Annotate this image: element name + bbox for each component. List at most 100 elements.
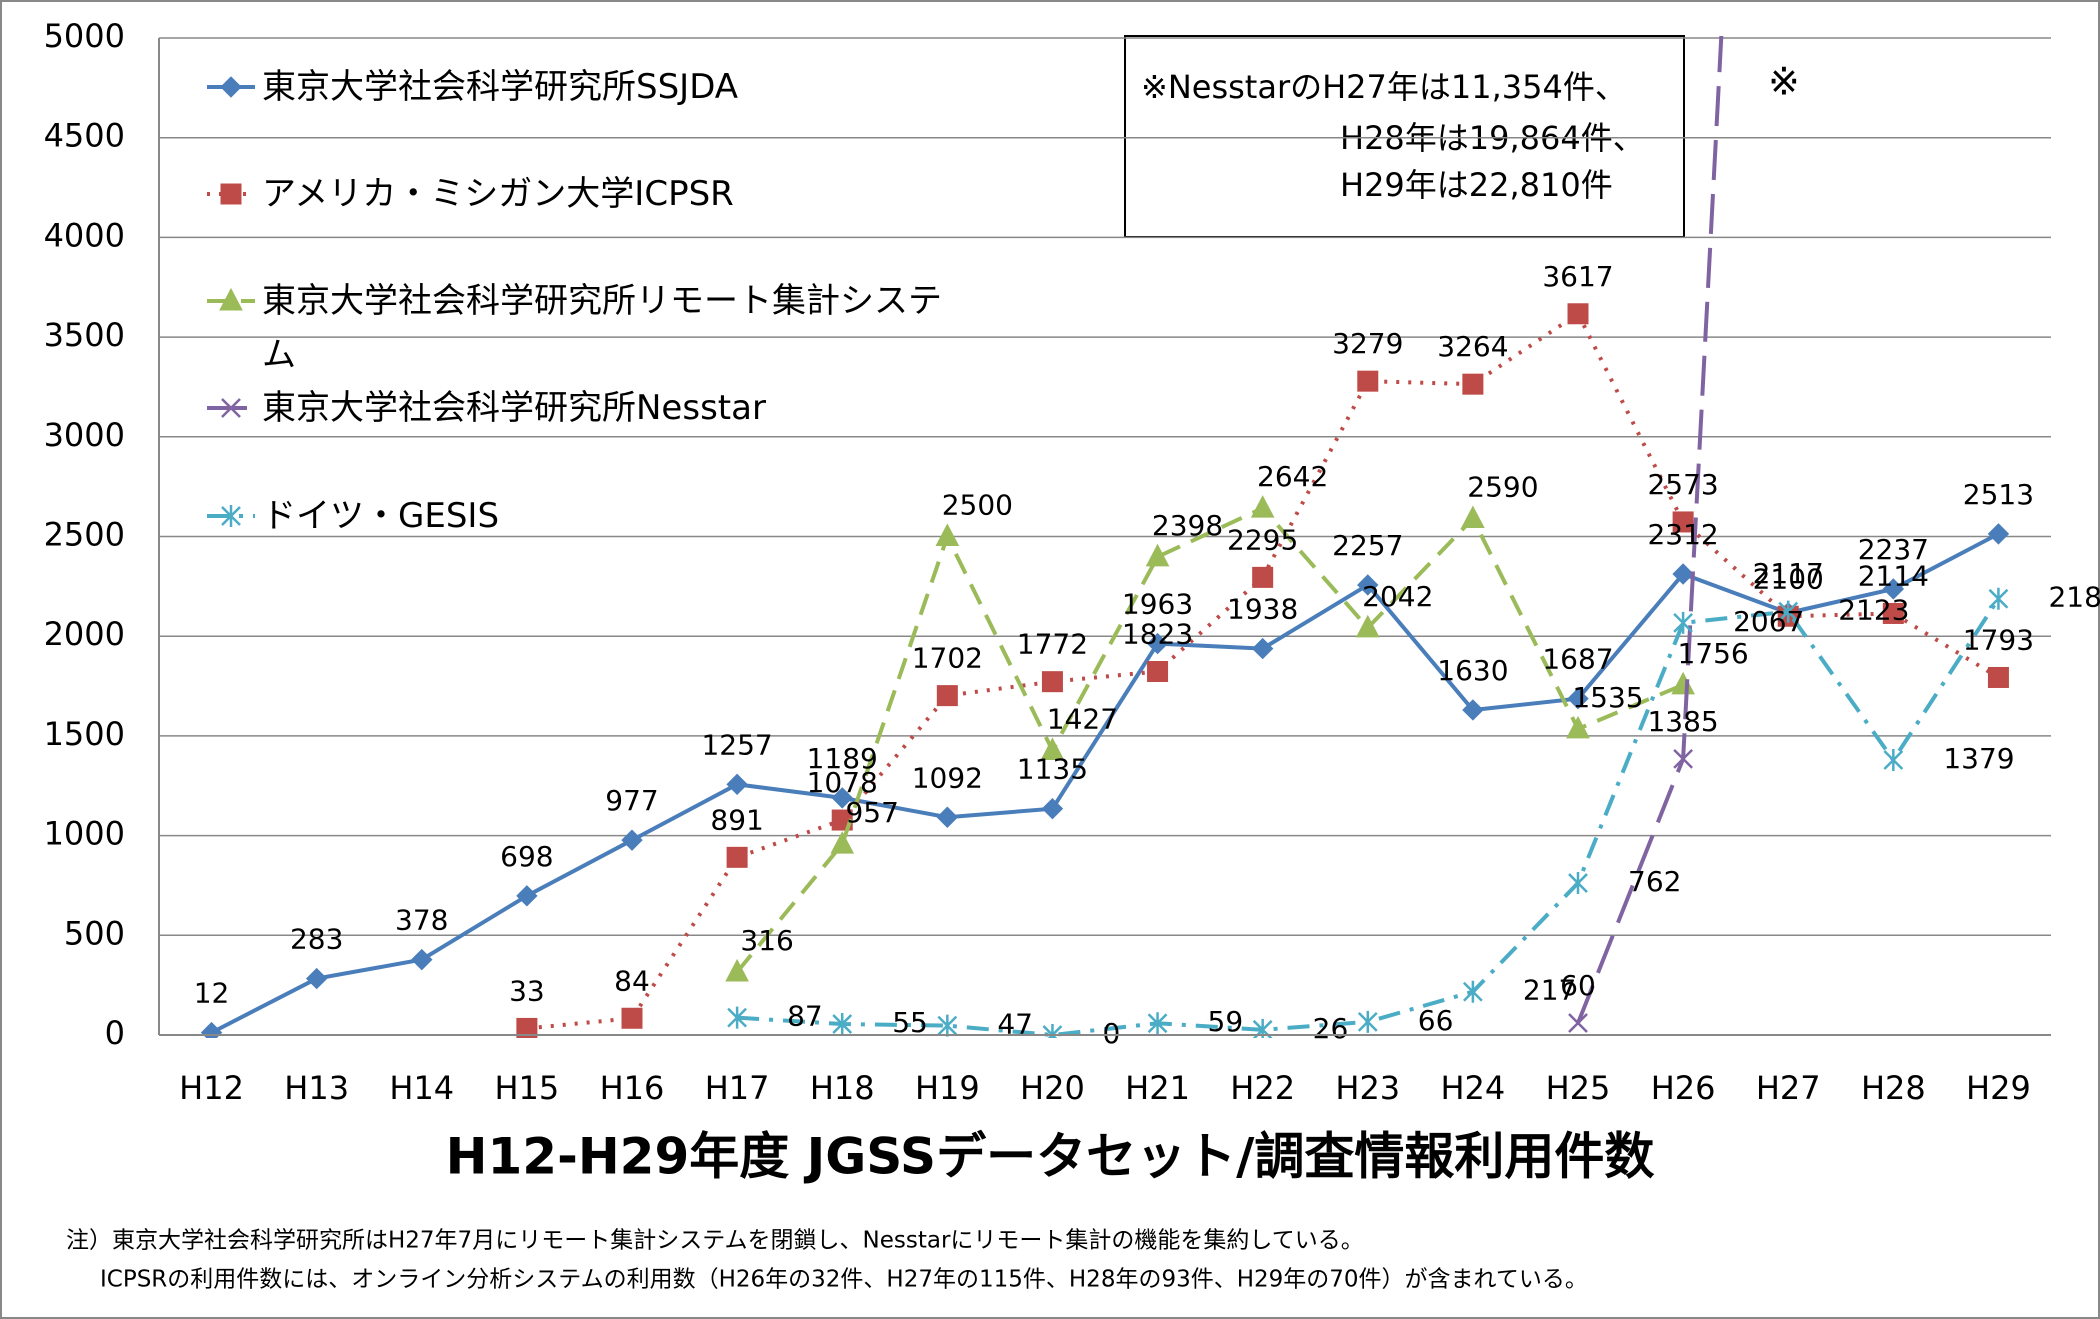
data-label: 3264: [1437, 330, 1508, 363]
marker: [1251, 637, 1274, 660]
marker: [1673, 748, 1693, 769]
y-tick-label: 5000: [44, 17, 125, 55]
legend-entry: 東京大学社会科学研究所Nesstar: [262, 388, 766, 428]
marker: [1672, 511, 1694, 533]
marker: [221, 505, 241, 527]
marker: [219, 287, 243, 311]
data-label: 1189: [807, 742, 878, 775]
data-label: 2237: [1858, 533, 1929, 566]
data-label: 2188: [2048, 581, 2100, 614]
data-label: 283: [290, 923, 343, 956]
data-label: 316: [740, 924, 793, 957]
marker: [621, 1007, 643, 1029]
marker: [936, 806, 959, 828]
x-tick-label: H29: [1966, 1069, 2031, 1107]
x-tick-label: H19: [915, 1069, 980, 1107]
data-label: 891: [710, 803, 763, 836]
legend-label: 東京大学社会科学研究所SSJDA: [262, 67, 739, 107]
data-label: 2513: [1963, 478, 2034, 511]
data-label: 66: [1418, 1004, 1454, 1037]
data-label: 2067: [1733, 605, 1804, 638]
data-label: 1823: [1122, 617, 1193, 650]
y-tick-label: 1000: [44, 815, 125, 853]
marker: [411, 948, 433, 971]
marker: [516, 1017, 538, 1038]
marker: [935, 523, 960, 546]
marker: [1461, 505, 1485, 529]
data-label: 1963: [1122, 588, 1193, 621]
y-tick-label: 0: [105, 1014, 125, 1052]
legend-entry: 東京大学社会科学研究所SSJDA: [262, 67, 739, 107]
data-label: 1756: [1677, 637, 1748, 670]
data-label: 1772: [1017, 628, 1088, 661]
data-label: 2114: [1858, 559, 1929, 592]
marker: [1250, 495, 1275, 518]
data-label: 3617: [1542, 260, 1613, 293]
note: 注）東京大学社会科学研究所はH27年7月にリモート集計システムを閉鎖し、Ness…: [66, 1228, 1364, 1254]
annotation-marker: ※: [1768, 60, 1800, 104]
annotation-line: ※NesstarのH27年は11,354件、: [1141, 68, 1627, 106]
annotation-line: H29年は22,810件: [1340, 166, 1613, 204]
marker: [831, 787, 853, 809]
marker: [1882, 602, 1904, 624]
y-tick-label: 1500: [44, 715, 125, 753]
marker: [1568, 872, 1588, 895]
data-label: 1687: [1542, 643, 1613, 676]
y-tick-label: 2000: [44, 615, 125, 653]
marker: [832, 1013, 853, 1036]
marker: [305, 967, 328, 990]
marker: [726, 773, 748, 796]
marker: [726, 846, 748, 868]
marker: [1355, 614, 1380, 638]
marker: [1673, 611, 1693, 634]
data-label: 2100: [1753, 562, 1824, 595]
marker: [221, 398, 241, 418]
marker: [936, 685, 958, 707]
data-label: 1938: [1227, 593, 1298, 626]
x-tick-label: H28: [1861, 1069, 1926, 1107]
data-label: 762: [1628, 865, 1681, 898]
legend-entry: アメリカ・ミシガン大学ICPSR: [262, 174, 734, 214]
data-label: 60: [1560, 969, 1596, 1002]
marker: [937, 1014, 958, 1037]
marker: [1987, 666, 2009, 688]
legend-label: 東京大学社会科学研究所リモート集計システム: [262, 281, 942, 375]
data-label: 1702: [912, 642, 983, 675]
marker: [1147, 1012, 1168, 1035]
data-label: 1427: [1047, 702, 1118, 735]
x-tick-label: H23: [1335, 1069, 1400, 1107]
marker: [1146, 632, 1169, 655]
marker: [1252, 566, 1274, 588]
data-label: 2123: [1838, 594, 1909, 627]
marker: [1672, 563, 1694, 585]
x-tick-label: H17: [705, 1069, 770, 1107]
legend-label: 東京大学社会科学研究所Nesstar: [262, 388, 766, 428]
marker: [1778, 600, 1799, 623]
marker: [1462, 699, 1484, 721]
data-label: 1793: [1963, 623, 2034, 656]
y-tick-label: 4000: [44, 216, 125, 254]
marker: [1566, 715, 1590, 739]
marker: [1041, 671, 1063, 693]
data-label: 33: [509, 974, 545, 1007]
marker: [621, 829, 643, 851]
chart-title: H12-H29年度 JGSSデータセット/調査情報利用件数: [446, 1128, 1655, 1186]
x-tick-label: H26: [1651, 1069, 1716, 1107]
marker: [516, 885, 538, 907]
y-tick-label: 2500: [44, 516, 125, 554]
data-label: 1385: [1647, 705, 1718, 738]
y-tick-label: 3500: [44, 316, 125, 354]
series-line: [1576, 36, 1724, 1024]
x-tick-label: H22: [1230, 1069, 1295, 1107]
data-label: 2590: [1467, 471, 1538, 504]
legend-entry: 東京大学社会科学研究所リモート集計システム: [262, 281, 942, 375]
data-label: 84: [614, 964, 650, 997]
marker: [1567, 303, 1589, 325]
marker: [1882, 578, 1905, 600]
data-label: 1092: [912, 761, 983, 794]
marker: [725, 958, 749, 982]
marker: [1357, 1010, 1378, 1033]
data-label: 55: [892, 1006, 928, 1039]
data-label: 3279: [1332, 327, 1403, 360]
